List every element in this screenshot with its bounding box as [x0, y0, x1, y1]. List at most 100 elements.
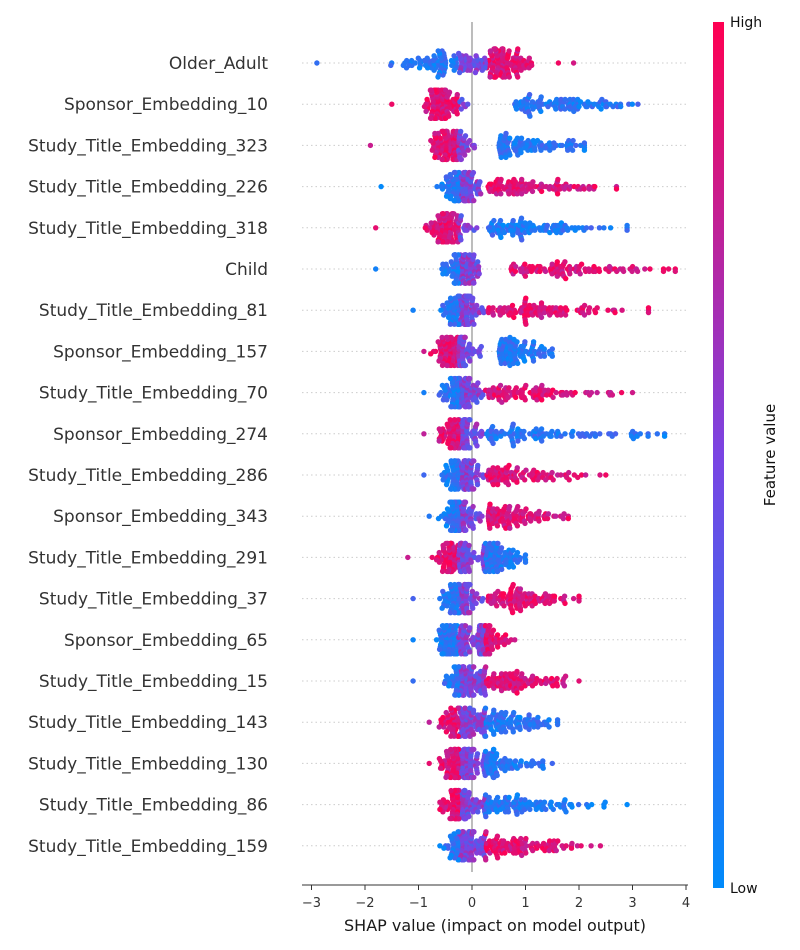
shap-dot [583, 225, 590, 231]
shap-dot [526, 726, 532, 733]
feature-label: Study_Title_Embedding_143 [28, 713, 268, 733]
shap-dot [506, 503, 513, 510]
shap-dot [482, 748, 489, 755]
shap-dot [440, 588, 446, 595]
shap-dot [470, 525, 476, 531]
shap-dot [554, 683, 560, 689]
shap-dot [530, 847, 536, 854]
shap-dot [564, 307, 570, 313]
shap-dot [506, 462, 512, 469]
feature-label: Study_Title_Embedding_318 [28, 219, 268, 239]
shap-dot [539, 397, 545, 403]
shap-dot [493, 751, 500, 757]
x-axis: −3 −2 −1 0 1 2 3 4 [302, 884, 690, 911]
shap-dot [435, 515, 442, 522]
shap-dot [469, 588, 476, 595]
shap-dot [554, 259, 560, 265]
shap-dot [596, 225, 603, 231]
shap-dot [515, 360, 521, 367]
shap-dot [470, 731, 477, 737]
shap-dot [506, 794, 512, 801]
shap-dot [447, 499, 453, 505]
shap-dot [436, 755, 443, 762]
shap-dot [477, 353, 483, 359]
shap-dot [567, 271, 573, 277]
shap-dot [530, 358, 537, 364]
shap-dot [495, 481, 501, 488]
feature-label: Sponsor_Embedding_274 [53, 425, 268, 445]
shap-dot [506, 74, 512, 80]
shap-dot [514, 549, 521, 556]
shap-dot [471, 321, 477, 327]
shap-dot [438, 717, 444, 723]
shap-dot [502, 360, 508, 367]
shap-dot [441, 312, 447, 318]
shap-dot [444, 300, 450, 306]
shap-dot [559, 142, 565, 149]
shap-dot [576, 593, 582, 599]
shap-dot [564, 392, 570, 398]
shap-dot [514, 523, 521, 529]
shap-dot [426, 513, 432, 519]
shap-dot [515, 438, 521, 444]
shap-dot [592, 183, 598, 190]
shap-dot [440, 542, 446, 549]
shap-dot [619, 307, 625, 313]
shap-dot [454, 91, 460, 98]
shap-dot [535, 714, 541, 721]
shap-dot [578, 472, 585, 478]
shap-dot [427, 115, 434, 121]
shap-dot [477, 179, 483, 185]
shap-dot [443, 709, 449, 716]
shap-dot [467, 375, 473, 382]
shap-dot [458, 213, 464, 219]
shap-dot [443, 523, 450, 529]
shap-dot [462, 499, 469, 505]
shap-dot [491, 217, 497, 224]
shap-dot [586, 268, 592, 275]
shap-dot [521, 428, 527, 435]
shap-dot [526, 55, 532, 61]
shap-dot [499, 399, 505, 405]
shap-dot [445, 314, 452, 321]
shap-dot [448, 458, 454, 464]
shap-dot [495, 644, 501, 650]
shap-dot [503, 154, 509, 161]
feature-label: Study_Title_Embedding_291 [28, 548, 268, 568]
shap-dot [529, 188, 536, 195]
shap-dot [487, 623, 493, 629]
shap-dot [443, 774, 449, 781]
shap-dot [456, 69, 463, 76]
shap-dot [523, 382, 529, 389]
shap-dot [583, 472, 589, 478]
shap-dot [494, 772, 500, 779]
shap-dot [558, 433, 564, 439]
shap-dot [474, 481, 481, 488]
shap-dot [443, 193, 450, 199]
shap-dot [467, 581, 473, 588]
shap-dot [494, 632, 501, 638]
shap-dot [518, 191, 525, 197]
shap-dot [569, 433, 575, 439]
shap-dot [439, 266, 445, 272]
shap-dot [467, 358, 473, 364]
shap-dot [549, 261, 555, 267]
shap-dot [629, 389, 636, 396]
shap-dot [570, 137, 576, 144]
shap-dot [429, 147, 435, 153]
shap-dot [421, 348, 427, 355]
shap-dot [447, 815, 453, 822]
shap-dot [539, 382, 545, 389]
shap-dot [594, 389, 600, 396]
shap-dot [494, 833, 501, 839]
shap-dot [491, 746, 497, 753]
shap-dot [493, 435, 499, 442]
shap-dot [597, 843, 604, 849]
shap-dot [487, 48, 494, 54]
shap-dot [373, 266, 379, 272]
shap-dot [451, 67, 457, 73]
shap-dot [514, 690, 520, 696]
shap-dot [562, 259, 568, 265]
shap-dot [421, 472, 427, 478]
shap-dot [436, 392, 442, 398]
